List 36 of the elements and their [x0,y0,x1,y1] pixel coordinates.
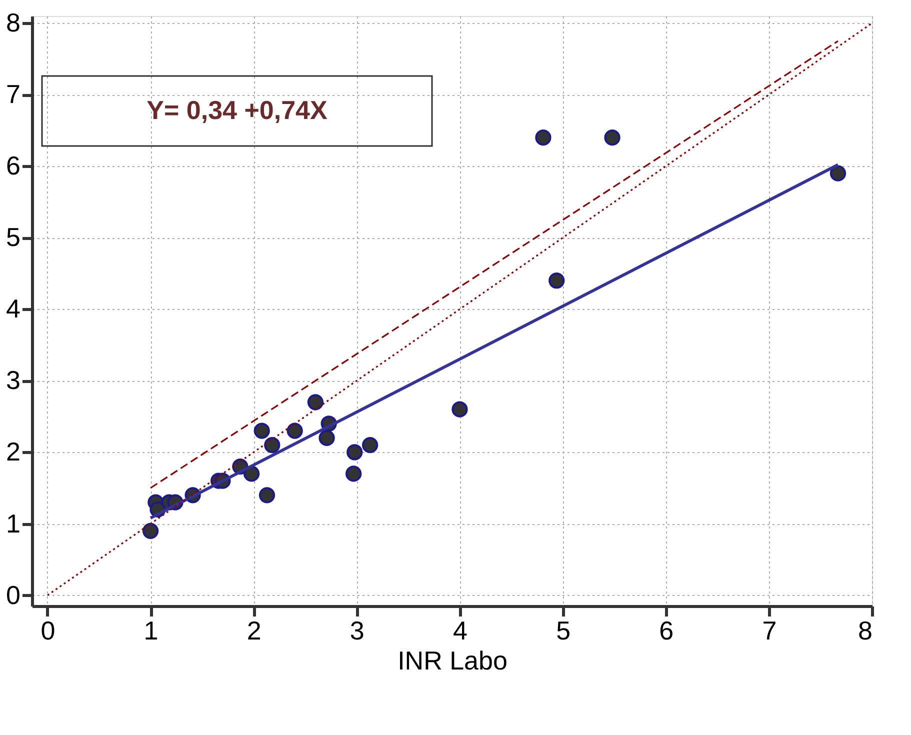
y-tick-label: 5 [6,222,20,252]
point [264,437,280,454]
y-tick-label: 7 [6,79,20,110]
x-tick-label: 8 [858,616,872,646]
y-tick-label: 3 [6,365,20,396]
point [254,422,270,439]
x-tick-label: 5 [556,616,571,646]
x-tick-label: 2 [246,616,262,646]
y-tick-label: 4 [6,294,20,324]
annotation: Y= 0,34 +0,74X [146,95,328,125]
x-tick-label: 1 [144,616,158,646]
x-tick-label: 6 [659,616,674,646]
point [535,130,552,146]
point [258,487,276,504]
point [346,444,363,460]
point [243,466,260,482]
point [142,522,159,539]
point [286,422,303,439]
point [307,394,324,410]
point [318,430,335,446]
y-tick-label: 2 [6,436,20,467]
y-tick-label: 0 [6,580,20,610]
x-tick-label: 4 [452,616,468,646]
point [604,130,620,146]
x-tick-label: 7 [762,616,777,646]
y-tick-label: 6 [6,150,20,181]
y-tick-label: 1 [6,508,20,538]
x-tick-label: 3 [350,616,364,646]
y-tick-label: 8 [6,8,20,38]
point [346,466,362,482]
x-tick-label: 0 [40,616,56,646]
point [830,165,846,182]
point [548,272,565,289]
point [362,437,378,454]
x-axis-title: INR Labo [398,646,508,676]
point [452,401,468,418]
